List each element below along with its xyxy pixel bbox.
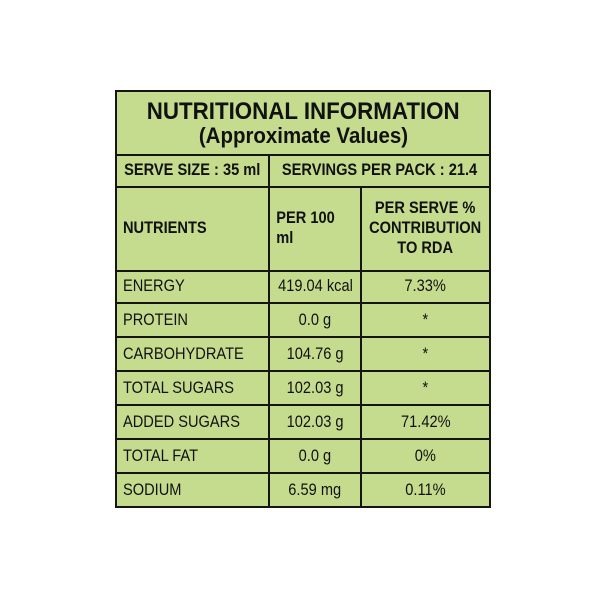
header-rda-line3: TO RDA: [397, 238, 454, 258]
per-100ml-value: 104.76 g: [286, 344, 344, 363]
nutrient-name: PROTEIN: [123, 310, 188, 329]
header-nutrients: NUTRIENTS: [117, 186, 270, 270]
nutrient-name-cell: CARBOHYDRATE: [117, 338, 270, 370]
header-nutrients-text: NUTRIENTS: [123, 217, 207, 237]
nutrient-name-cell: ENERGY: [117, 270, 270, 302]
nutrient-name-cell: ADDED SUGARS: [117, 406, 270, 438]
rda-value: *: [422, 378, 429, 397]
per-100ml-value: 6.59 mg: [288, 480, 342, 499]
rda-cell: 71.42%: [362, 406, 489, 438]
rda-value: 0%: [414, 446, 437, 465]
rda-value: *: [422, 310, 429, 329]
per-100ml-cell: 6.59 mg: [270, 474, 362, 506]
nutrient-name: ENERGY: [123, 276, 185, 295]
per-100ml-cell: 102.03 g: [270, 406, 362, 438]
table-row: CARBOHYDRATE 104.76 g *: [117, 338, 489, 372]
nutrient-name-cell: PROTEIN: [117, 304, 270, 336]
serve-info-row: SERVE SIZE : 35 ml SERVINGS PER PACK : 2…: [117, 154, 489, 188]
rda-cell: 7.33%: [362, 270, 489, 302]
nutrient-name-cell: SODIUM: [117, 474, 270, 506]
header-per-100ml: PER 100 ml: [270, 186, 362, 270]
rda-value: 7.33%: [404, 276, 447, 295]
header-per-100ml-text: PER 100 ml: [276, 207, 335, 247]
nutrient-name: CARBOHYDRATE: [123, 344, 244, 363]
title-block: NUTRITIONAL INFORMATION (Approximate Val…: [117, 92, 489, 156]
nutrient-rows: ENERGY 419.04 kcal 7.33% PROTEIN 0.0 g *…: [117, 270, 489, 506]
per-100ml-value: 102.03 g: [286, 378, 344, 397]
per-100ml-cell: 0.0 g: [270, 304, 362, 336]
per-100ml-cell: 419.04 kcal: [270, 270, 362, 302]
nutrient-name-cell: TOTAL FAT: [117, 440, 270, 472]
rda-cell: *: [362, 304, 489, 336]
table-row: TOTAL SUGARS 102.03 g *: [117, 372, 489, 406]
table-row: PROTEIN 0.0 g *: [117, 304, 489, 338]
header-rda: PER SERVE % CONTRIBUTION TO RDA: [362, 186, 489, 270]
header-rda-text: PER SERVE % CONTRIBUTION TO RDA: [369, 198, 481, 258]
nutrient-name-cell: TOTAL SUGARS: [117, 372, 270, 404]
per-100ml-cell: 0.0 g: [270, 440, 362, 472]
rda-value: *: [422, 344, 429, 363]
per-100ml-value: 419.04 kcal: [277, 276, 353, 295]
servings-per-pack-text: SERVINGS PER PACK : 21.4: [281, 160, 478, 179]
table-row: SODIUM 6.59 mg 0.11%: [117, 474, 489, 506]
rda-value: 71.42%: [400, 412, 451, 431]
serve-size-text: SERVE SIZE : 35 ml: [124, 160, 261, 179]
label-title: NUTRITIONAL INFORMATION: [146, 97, 460, 125]
table-row: TOTAL FAT 0.0 g 0%: [117, 440, 489, 474]
nutrition-label: NUTRITIONAL INFORMATION (Approximate Val…: [115, 90, 491, 508]
servings-per-pack-cell: SERVINGS PER PACK : 21.4: [270, 154, 489, 186]
per-100ml-value: 102.03 g: [286, 412, 344, 431]
label-subtitle: (Approximate Values): [198, 123, 408, 149]
rda-cell: *: [362, 338, 489, 370]
per-100ml-cell: 104.76 g: [270, 338, 362, 370]
rda-cell: 0%: [362, 440, 489, 472]
rda-cell: *: [362, 372, 489, 404]
nutrient-name: ADDED SUGARS: [123, 412, 240, 431]
header-rda-line2: CONTRIBUTION: [369, 217, 482, 237]
header-rda-line1: PER SERVE %: [375, 197, 476, 217]
nutrient-name: SODIUM: [123, 480, 182, 499]
nutrient-name: TOTAL FAT: [123, 446, 199, 465]
per-100ml-value: 0.0 g: [298, 446, 332, 465]
table-row: ADDED SUGARS 102.03 g 71.42%: [117, 406, 489, 440]
nutrient-name: TOTAL SUGARS: [123, 378, 235, 397]
per-100ml-value: 0.0 g: [298, 310, 332, 329]
column-header-row: NUTRIENTS PER 100 ml PER SERVE % CONTRIB…: [117, 186, 489, 272]
serve-size-cell: SERVE SIZE : 35 ml: [117, 154, 270, 186]
table-row: ENERGY 419.04 kcal 7.33%: [117, 270, 489, 304]
rda-value: 0.11%: [405, 480, 446, 499]
rda-cell: 0.11%: [362, 474, 489, 506]
per-100ml-cell: 102.03 g: [270, 372, 362, 404]
